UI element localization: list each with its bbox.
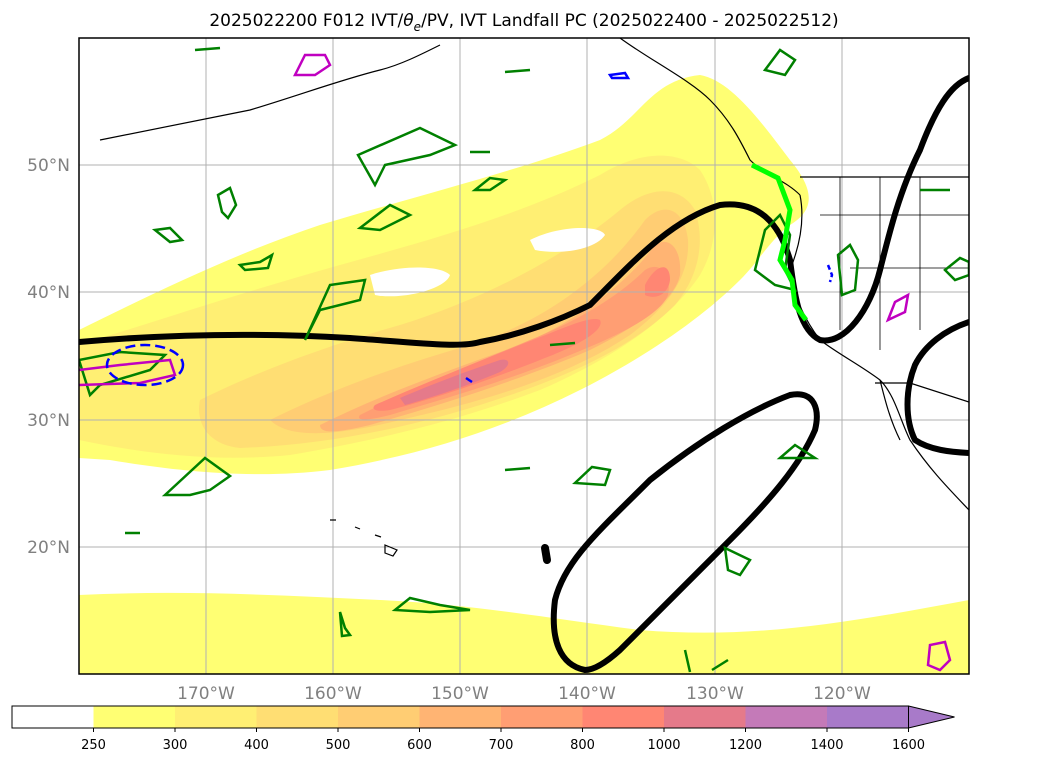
colorbar-segment-10 [827,706,909,728]
green-contour-3 [303,278,367,341]
green-contour-6 [151,226,185,244]
aleutian-coast [99,44,441,141]
magenta-contour-4 [926,640,952,672]
theta-symbol: θ [403,11,414,31]
colorbar-segment-2 [175,706,257,728]
colorbar-segment-1 [93,706,176,728]
colorbar-label-500: 500 [326,738,351,753]
map-panel [79,38,969,674]
theta-subscript: e [414,20,421,34]
colorbar-segment-7 [582,706,665,728]
colorbar-label-800: 800 [570,738,595,753]
green-contour-2 [356,203,413,232]
gridlines [79,38,969,674]
x-tick-120W: 120°W [813,684,871,704]
title-suffix: /PV, IVT Landfall PC (2025022400 - 20250… [421,11,839,31]
colorbar-label-1400: 1400 [810,738,843,753]
dry-slot-2 [530,228,605,252]
green-contour-16 [762,48,797,77]
blue-contours [105,71,834,387]
green-contour-9 [161,456,233,497]
baja-coast [879,379,901,441]
ivt-shading [79,75,969,674]
chart-title: 2025022200 F012 IVT/θe/PV, IVT Landfall … [209,11,838,34]
y-axis-labels: 20°N 30°N 40°N 50°N [27,156,70,558]
blue-contour-2 [607,71,631,80]
green-contour-11 [572,465,612,487]
x-tick-130W: 130°W [686,684,744,704]
black-blob [541,544,551,564]
colorbar-outline [11,705,909,729]
x-tick-140W: 140°W [558,684,616,704]
colorbar-segment-8 [664,706,746,728]
black-contour-south [550,391,820,674]
colorbar-segment-3 [256,706,339,728]
green-contours [79,46,969,673]
colorbar-label-1600: 1600 [892,738,925,753]
colorbar-label-400: 400 [244,738,269,753]
colorbar-label-300: 300 [163,738,188,753]
colorbar-segment-4 [338,706,420,728]
green-contour-13 [776,443,820,460]
green-contour-12 [723,545,752,577]
ivt-band-1000 [400,359,509,405]
green-contour-15 [836,243,860,297]
ivt-band-800-b [645,267,670,297]
x-tick-170W: 170°W [177,684,235,704]
colorbar-label-250: 250 [81,738,106,753]
green-contour-7 [237,252,275,272]
black-contour-main [79,75,969,348]
magenta-contour-3 [885,292,910,323]
colorbar-segment-0 [12,706,94,728]
colorbar: 250 300 400 500 600 700 800 1000 1200 1400 1600 [11,705,955,753]
dry-slot-1 [370,267,450,297]
black-contour-east [904,319,969,456]
green-contour-4 [471,176,509,192]
magenta-contour-1 [292,53,332,77]
green-contour-8 [79,350,168,398]
green-contour-5 [216,186,238,221]
colorbar-label-1200: 1200 [729,738,762,753]
ivt-band-500 [270,209,689,434]
x-tick-150W: 150°W [431,684,489,704]
green-contour-1 [356,126,459,188]
ivt-band-250-south [79,592,969,674]
colorbar-segment-5 [419,706,502,728]
green-contour-19 [125,46,950,673]
green-contour-18 [338,611,353,638]
blue-contour-4 [465,376,473,384]
colorbar-segment-9 [745,706,828,728]
x-axis-labels: 170°W 160°W 150°W 140°W 130°W 120°W [177,684,871,704]
colorbar-extend-arrow [908,705,955,729]
y-tick-30N: 30°N [27,411,70,431]
colorbar-label-600: 600 [407,738,432,753]
map-frame [78,37,970,675]
colorbar-label-700: 700 [489,738,514,753]
x-tick-160W: 160°W [304,684,362,704]
green-contour-17 [943,256,969,282]
colorbar-label-1000: 1000 [647,738,680,753]
y-tick-40N: 40°N [27,283,70,303]
black-contours [79,75,969,674]
blue-contour-3 [826,264,834,283]
green-contour-10 [391,596,471,614]
ivt-band-400 [199,191,700,448]
blue-contour-dashed [105,343,185,387]
landfall-pc-line [750,162,809,322]
hawaii-islands [330,519,398,557]
y-tick-20N: 20°N [27,538,70,558]
colorbar-segment-6 [501,706,583,728]
y-tick-50N: 50°N [27,156,70,176]
